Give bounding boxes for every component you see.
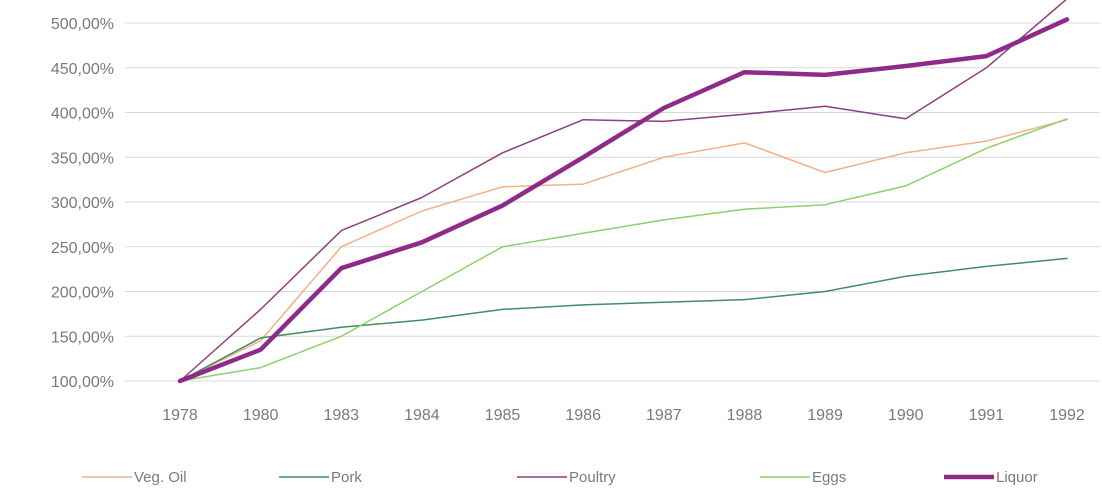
legend-item-eggs: Eggs: [760, 469, 846, 486]
series-line-liquor: [177, 17, 1070, 384]
y-tick-label: 500,00%: [51, 16, 114, 33]
x-tick-label: 1991: [969, 407, 1005, 424]
x-tick-label: 1988: [727, 407, 763, 424]
legend-item-poultry: Poultry: [517, 469, 616, 486]
y-tick-label: 450,00%: [51, 61, 114, 78]
x-tick-label: 1980: [243, 407, 279, 424]
y-tick-label: 250,00%: [51, 240, 114, 257]
y-tick-label: 350,00%: [51, 150, 114, 167]
legend-item-liquor: Liquor: [944, 469, 1038, 486]
x-tick-label: 1992: [1049, 407, 1085, 424]
legend-label: Poultry: [569, 469, 616, 486]
x-tick-label: 1989: [807, 407, 843, 424]
x-tick-label: 1983: [323, 407, 359, 424]
x-tick-label: 1986: [565, 407, 601, 424]
y-axis-ticks: 100,00% 150,00% 200,00% 250,00% 300,00% 350,0…: [51, 16, 114, 391]
x-tick-label: 1985: [485, 407, 521, 424]
x-tick-label: 1987: [646, 407, 682, 424]
series-lines: [177, 0, 1070, 384]
series-line-pork: [179, 257, 1068, 382]
legend-label: Veg. Oil: [134, 469, 187, 486]
legend: Veg. Oil Pork Poultry Eggs Liquor: [82, 469, 1038, 486]
series-line-eggs: [179, 118, 1068, 382]
y-tick-label: 150,00%: [51, 329, 114, 346]
x-axis-ticks: 1978 1980 1983 1984 1985 1986 1987 1988 1989 1990…: [162, 407, 1085, 424]
legend-label: Eggs: [812, 469, 846, 486]
y-tick-label: 200,00%: [51, 285, 114, 302]
series-line-veg-oil: [179, 118, 1068, 382]
legend-item-veg-oil: Veg. Oil: [82, 469, 187, 486]
x-tick-label: 1984: [404, 407, 440, 424]
y-tick-label: 100,00%: [51, 374, 114, 391]
legend-item-pork: Pork: [279, 469, 362, 486]
x-tick-label: 1990: [888, 407, 924, 424]
legend-label: Pork: [331, 469, 362, 486]
legend-label: Liquor: [996, 469, 1038, 486]
x-tick-label: 1978: [162, 407, 198, 424]
y-tick-label: 300,00%: [51, 195, 114, 212]
series-line-poultry: [179, 0, 1067, 382]
y-tick-label: 400,00%: [51, 106, 114, 123]
gridlines: [125, 22, 1100, 382]
